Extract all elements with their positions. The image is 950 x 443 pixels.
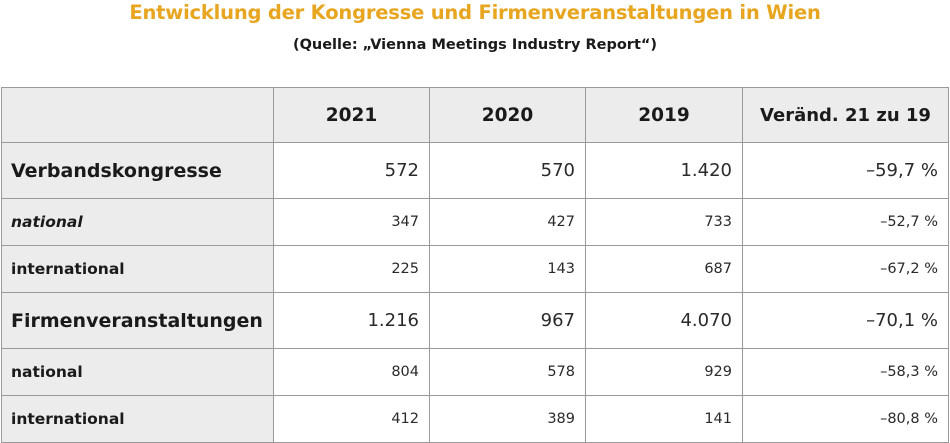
cell-value: 967 (429, 292, 586, 349)
data-table: 2021 2020 2019 Veränd. 21 zu 19 Verbands… (1, 87, 949, 443)
table-header-row: 2021 2020 2019 Veränd. 21 zu 19 (1, 87, 949, 143)
cell-value: 143 (429, 245, 586, 293)
cell-value: 804 (273, 348, 430, 396)
table-row: national 804 578 929 –58,3 % (1, 348, 949, 396)
header-corner-cell (1, 87, 274, 143)
cell-value: 578 (429, 348, 586, 396)
cell-value: 1.216 (273, 292, 430, 349)
column-header-2020: 2020 (429, 87, 586, 143)
table-row: national 347 427 733 –52,7 % (1, 198, 949, 246)
cell-value: 389 (429, 395, 586, 443)
cell-value: 570 (429, 142, 586, 199)
column-header-2021: 2021 (273, 87, 430, 143)
cell-value: –80,8 % (742, 395, 949, 443)
cell-value: 225 (273, 245, 430, 293)
cell-value: –67,2 % (742, 245, 949, 293)
table-row: international 225 143 687 –67,2 % (1, 245, 949, 293)
column-header-2019: 2019 (585, 87, 743, 143)
column-header-change: Veränd. 21 zu 19 (742, 87, 949, 143)
cell-value: –52,7 % (742, 198, 949, 246)
cell-value: –58,3 % (742, 348, 949, 396)
row-label: international (1, 245, 274, 293)
row-label: international (1, 395, 274, 443)
page-title: Entwicklung der Kongresse und Firmenvera… (129, 1, 821, 24)
page-subtitle: (Quelle: „Vienna Meetings Industry Repor… (292, 37, 658, 53)
cell-value: 1.420 (585, 142, 743, 199)
cell-value: 929 (585, 348, 743, 396)
row-label: national (1, 198, 274, 246)
row-label: Firmenveranstaltungen (1, 292, 274, 349)
cell-value: 687 (585, 245, 743, 293)
table-row: international 412 389 141 –80,8 % (1, 395, 949, 443)
cell-value: –70,1 % (742, 292, 949, 349)
cell-value: 347 (273, 198, 430, 246)
cell-value: –59,7 % (742, 142, 949, 199)
cell-value: 427 (429, 198, 586, 246)
table-row: Verbandskongresse 572 570 1.420 –59,7 % (1, 142, 949, 199)
row-label: national (1, 348, 274, 396)
cell-value: 4.070 (585, 292, 743, 349)
cell-value: 733 (585, 198, 743, 246)
cell-value: 141 (585, 395, 743, 443)
cell-value: 412 (273, 395, 430, 443)
row-label: Verbandskongresse (1, 142, 274, 199)
table-row: Firmenveranstaltungen 1.216 967 4.070 –7… (1, 292, 949, 349)
cell-value: 572 (273, 142, 430, 199)
